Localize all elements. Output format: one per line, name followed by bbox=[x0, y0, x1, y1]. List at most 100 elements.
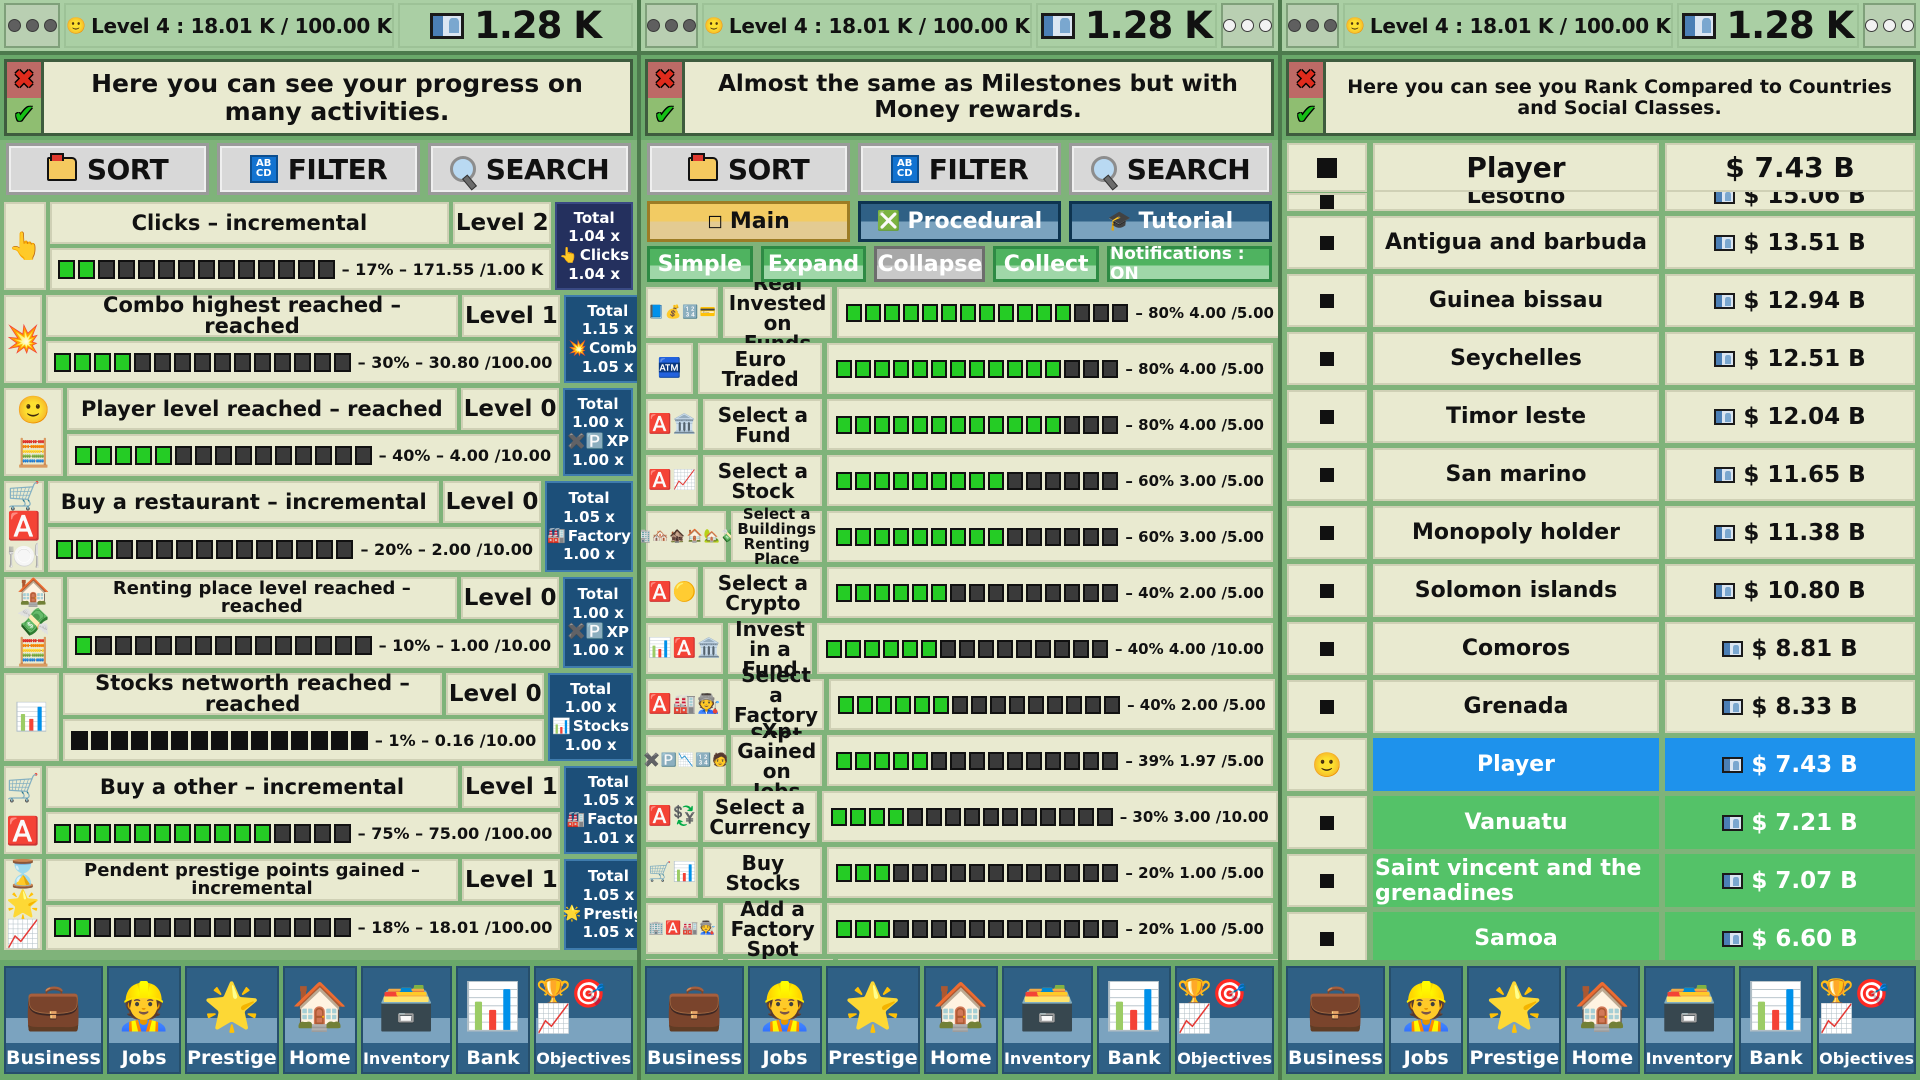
milestone-row[interactable]: 📊 🅰️ 🏛️ Invest in a Fund – 40% 4.00 /10.00 bbox=[646, 619, 1273, 679]
milestone-progress: – 80% 4.00 /5.00 bbox=[827, 399, 1273, 450]
nav-button-inventory[interactable]: 🗃️ Inventory bbox=[1643, 966, 1735, 1074]
milestone-row[interactable]: 🅰️ 💱 Select a Currency – 30% 3.00 /10.00 bbox=[646, 791, 1278, 842]
milestone-row[interactable]: 🅰️🏭🧑‍🏭Select a Factory Spot– 40% 2.00 /5… bbox=[646, 665, 1275, 745]
milestone-row[interactable]: 🏢 🅰️ 🏭 🧑‍🏭 Add a Factory Spot – 20% 1.00 /5.0… bbox=[646, 899, 1273, 959]
rank-row[interactable]: Guinea bissau $ 12.94 B bbox=[1287, 274, 1915, 327]
achievement-row[interactable]: ⌛ 🌟 📈 Pendent prestige points gained – incr… bbox=[4, 859, 637, 950]
nav-button-business[interactable]: 💼 Business bbox=[4, 966, 103, 1074]
rank-row[interactable]: Timor leste $ 12.04 B bbox=[1287, 390, 1915, 443]
nav-button-jobs[interactable]: 👷 Jobs bbox=[106, 966, 182, 1074]
achievement-row[interactable]: 🏠 💸 🧮 Renting place level reached – reached… bbox=[4, 577, 633, 668]
check-icon[interactable]: ✔ bbox=[7, 97, 41, 133]
nav-button-inventory[interactable]: 🗃️ Inventory bbox=[1001, 966, 1093, 1074]
nav-button-objectives[interactable]: 🏆🎯📈 Objectives bbox=[1175, 966, 1274, 1074]
achievement-name-cell: Buy a other – incremental bbox=[45, 766, 459, 808]
achievement-name-cell: Pendent prestige points gained – increme… bbox=[45, 859, 459, 901]
check-icon[interactable]: ✔ bbox=[1289, 97, 1323, 133]
rank-row[interactable]: Vanuatu $ 7.21 B bbox=[1287, 796, 1915, 849]
close-icon[interactable]: ✖ bbox=[7, 62, 41, 98]
filter-button[interactable]: AB CD FILTER bbox=[217, 143, 420, 195]
tab-bar[interactable]: ◻ Main ❎ Procedural 🎓 Tutorial bbox=[641, 198, 1278, 242]
nav-group-1[interactable]: 💼 Business 👷 Jobs 🌟 Prestige 🏠 Home 🗃️ Inventory 📊… bbox=[0, 960, 641, 1080]
check-icon[interactable]: ✔ bbox=[648, 97, 682, 133]
nav-button-bank[interactable]: 📊 Bank bbox=[1738, 966, 1814, 1074]
achievement-row[interactable]: 🛒 🅰️ Buy a other – incremental Level 1 – 75%… bbox=[4, 766, 637, 854]
milestone-row[interactable]: 🛒🅰️🏙️ Buy a Building – 20% 2.00 /10.00 bbox=[646, 959, 1278, 960]
subtab-expand[interactable]: Expand bbox=[760, 246, 867, 282]
menu-dots-left-3[interactable] bbox=[1286, 3, 1339, 48]
rank-row[interactable]: Samoa $ 6.60 B bbox=[1287, 912, 1915, 960]
search-button[interactable]: SEARCH bbox=[428, 143, 631, 195]
nav-button-jobs[interactable]: 👷 Jobs bbox=[1388, 966, 1464, 1074]
rank-row[interactable]: Monopoly holder $ 11.38 B bbox=[1287, 506, 1915, 559]
rank-list[interactable]: Lesotho $ 15.06 B Antigua and barbuda $ 13.… bbox=[1282, 192, 1920, 960]
nav-button-objectives[interactable]: 🏆🎯📈 Objectives bbox=[534, 966, 633, 1074]
rank-row[interactable]: Saint vincent and the grenadines $ 7.07 B bbox=[1287, 854, 1915, 907]
money-milestone-list[interactable]: 📘💰🔢💳Real Invested on Funds– 80% 4.00 /5.… bbox=[641, 282, 1278, 960]
tab-main[interactable]: ◻ Main bbox=[647, 201, 850, 242]
subtab-notifications-on[interactable]: Notifications : ON bbox=[1107, 244, 1273, 284]
subtab-simple[interactable]: Simple bbox=[647, 246, 753, 282]
menu-dots-right-2[interactable] bbox=[1221, 3, 1274, 48]
nav-group-2[interactable]: 💼 Business 👷 Jobs 🌟 Prestige 🏠 Home 🗃️ Inventory 📊… bbox=[641, 960, 1282, 1080]
nav-button-home[interactable]: 🏠 Home bbox=[282, 966, 357, 1074]
progress-block bbox=[979, 303, 996, 322]
nav-button-bank[interactable]: 📊 Bank bbox=[455, 966, 531, 1074]
rank-row[interactable]: Grenada $ 8.33 B bbox=[1287, 680, 1915, 733]
nav-button-business[interactable]: 💼 Business bbox=[645, 966, 744, 1074]
achievement-list[interactable]: 👆 Clicks – incremental Level 2 – 17% – 171.… bbox=[0, 198, 637, 960]
achievement-row[interactable]: 🙂 🧮 Player level reached – reached Level 0–… bbox=[4, 388, 633, 476]
nav-button-objectives[interactable]: 🏆🎯📈 Objectives bbox=[1817, 966, 1916, 1074]
nav-button-home[interactable]: 🏠 Home bbox=[923, 966, 998, 1074]
achievement-row[interactable]: 📊 Stocks networth reached – reached Level … bbox=[4, 673, 633, 761]
milestone-row[interactable]: 🏧 Euro Traded – 80% 4.00 /5.00 bbox=[646, 343, 1273, 394]
rank-row[interactable]: Comoros $ 8.81 B bbox=[1287, 622, 1915, 675]
milestone-row[interactable]: 🅰️ 🟡 Select a Crypto – 40% 2.00 /5.00 bbox=[646, 567, 1273, 618]
nav-button-inventory[interactable]: 🗃️ Inventory bbox=[360, 966, 452, 1074]
milestone-row[interactable]: 🅰️ 📈 Select a Stock – 60% 3.00 /5.00 bbox=[646, 455, 1273, 506]
milestone-row[interactable]: 📘💰🔢💳Real Invested on Funds– 80% 4.00 /5.… bbox=[646, 282, 1278, 353]
tooltip-buttons-1: ✖ ✔ bbox=[4, 59, 44, 136]
filter-button[interactable]: AB CD FILTER bbox=[858, 143, 1061, 195]
subtab-collect[interactable]: Collect bbox=[993, 246, 1100, 282]
nav-group-3[interactable]: 💼 Business 👷 Jobs 🌟 Prestige 🏠 Home 🗃️ Inventory 📊… bbox=[1282, 960, 1920, 1080]
rank-row[interactable]: Antigua and barbuda $ 13.51 B bbox=[1287, 216, 1915, 269]
rank-row[interactable]: 🙂 Player $ 7.43 B bbox=[1287, 738, 1915, 791]
nav-button-home[interactable]: 🏠 Home bbox=[1565, 966, 1640, 1074]
tab-tutorial[interactable]: 🎓 Tutorial bbox=[1069, 201, 1272, 242]
milestone-row[interactable]: ✖️🅿️📉🔢🧑Xp Gained on Jobs– 39% 1.97 /5.00 bbox=[644, 721, 1273, 801]
milestone-row[interactable]: 🏢 🏘️ 🏚️ 🏠 🏡 💸 Select a Buildings Renting Place… bbox=[641, 506, 1273, 566]
nav-button-bank[interactable]: 📊 Bank bbox=[1096, 966, 1172, 1074]
sort-button[interactable]: SORT bbox=[6, 143, 209, 195]
milestone-name-cell: Invest in a Fund bbox=[728, 619, 812, 679]
progress-block bbox=[920, 639, 937, 658]
dot-icon bbox=[7, 19, 21, 32]
nav-button-prestige[interactable]: 🌟 Prestige bbox=[1467, 966, 1562, 1074]
rank-name: Comoros bbox=[1461, 636, 1571, 661]
subtab-collapse[interactable]: Collapse bbox=[874, 246, 986, 282]
menu-dots-left-2[interactable] bbox=[645, 3, 698, 48]
tab-procedural[interactable]: ❎ Procedural bbox=[858, 201, 1061, 242]
rank-row[interactable]: San marino $ 11.65 B bbox=[1287, 448, 1915, 501]
sort-button[interactable]: SORT bbox=[647, 143, 850, 195]
rank-row[interactable]: Lesotho $ 15.06 B bbox=[1287, 192, 1915, 211]
achievement-row[interactable]: 💥 Combo highest reached – reached Level 1 –… bbox=[4, 295, 637, 383]
achievement-row[interactable]: 👆 Clicks – incremental Level 2 – 17% – 171.… bbox=[4, 202, 633, 290]
sub-toolbar[interactable]: Simple Expand Collapse Collect Notifications… bbox=[641, 242, 1278, 284]
close-icon[interactable]: ✖ bbox=[1289, 62, 1323, 98]
menu-dots-right-3[interactable] bbox=[1863, 3, 1916, 48]
nav-button-business[interactable]: 💼 Business bbox=[1286, 966, 1385, 1074]
nav-button-prestige[interactable]: 🌟 Prestige bbox=[826, 966, 920, 1074]
search-button[interactable]: SEARCH bbox=[1069, 143, 1272, 195]
progress-block bbox=[988, 527, 1005, 546]
milestone-row[interactable]: 🅰️ 🏛️ Select a Fund – 80% 4.00 /5.00 bbox=[646, 399, 1273, 450]
close-icon[interactable]: ✖ bbox=[648, 62, 682, 98]
progress-block bbox=[56, 540, 74, 559]
menu-dots-left-1[interactable] bbox=[4, 3, 60, 48]
rank-row[interactable]: Seychelles $ 12.51 B bbox=[1287, 332, 1915, 385]
achievement-row[interactable]: 🛒 🅰️ 🍽️ Buy a restaurant – incremental Level… bbox=[4, 481, 633, 572]
rank-row[interactable]: Solomon islands $ 10.80 B bbox=[1287, 564, 1915, 617]
nav-button-prestige[interactable]: 🌟 Prestige bbox=[185, 966, 279, 1074]
nav-button-jobs[interactable]: 👷 Jobs bbox=[747, 966, 823, 1074]
milestone-row[interactable]: 🛒 📊 Buy Stocks – 20% 1.00 /5.00 bbox=[646, 847, 1273, 898]
